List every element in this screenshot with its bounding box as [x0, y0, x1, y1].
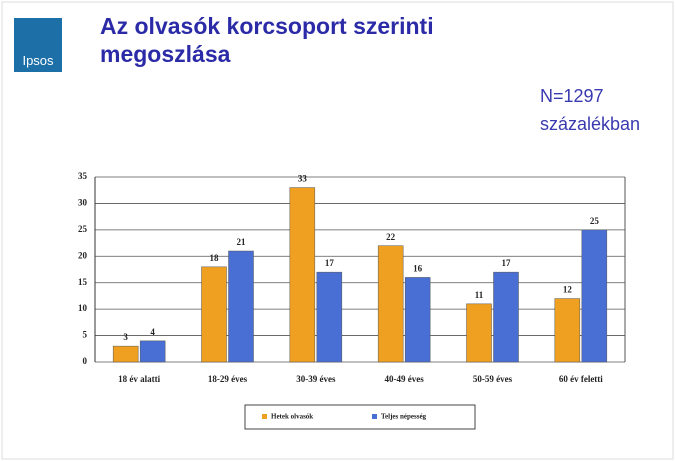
x-tick-label: 40-49 éves	[385, 374, 425, 384]
y-tick-label: 5	[83, 330, 88, 340]
data-label: 25	[590, 216, 600, 226]
y-tick-label: 25	[78, 224, 88, 234]
y-tick-label: 20	[78, 250, 88, 260]
x-tick-label: 30-39 éves	[296, 374, 336, 384]
data-label: 17	[325, 258, 335, 268]
data-label: 3	[123, 332, 128, 342]
bar	[112, 345, 139, 363]
legend-swatch	[372, 414, 377, 419]
logo: Ipsos	[14, 18, 62, 72]
bar	[581, 229, 608, 363]
x-tick-label: 18-29 éves	[208, 374, 248, 384]
data-label: 12	[563, 285, 573, 295]
data-label: 16	[413, 263, 423, 273]
data-label: 33	[298, 174, 308, 184]
y-tick-label: 15	[78, 277, 88, 287]
y-tick-label: 0	[83, 356, 88, 366]
bar	[466, 303, 492, 363]
bar	[377, 245, 404, 363]
subtitle: N=1297	[540, 86, 604, 106]
bar	[228, 250, 254, 363]
data-label: 17	[502, 258, 512, 268]
data-label: 4	[150, 327, 155, 337]
bar	[493, 271, 519, 363]
subtitle: százalékban	[540, 114, 641, 134]
slide-title: Az olvasók korcsoport szerinti megoszlás…	[100, 13, 434, 67]
bar	[201, 266, 227, 363]
bar	[554, 298, 581, 363]
bar	[404, 277, 431, 363]
data-label: 18	[210, 253, 220, 263]
y-tick-label: 30	[78, 197, 88, 207]
y-tick-label: 35	[78, 171, 88, 181]
bar	[316, 271, 343, 363]
legend-label: Teljes népesség	[381, 413, 427, 421]
data-label: 11	[475, 290, 484, 300]
legend-label: Hetek olvasók	[271, 413, 313, 421]
legend-box	[244, 404, 476, 430]
x-tick-label: 50-59 éves	[473, 374, 513, 384]
data-label: 22	[386, 232, 396, 242]
bar	[139, 340, 166, 363]
data-label: 21	[237, 237, 247, 247]
x-tick-label: 18 év alatti	[118, 374, 160, 384]
bar	[289, 187, 316, 363]
y-tick-label: 10	[78, 303, 88, 313]
x-tick-label: 60 év feletti	[559, 374, 603, 384]
legend-swatch	[262, 414, 267, 419]
